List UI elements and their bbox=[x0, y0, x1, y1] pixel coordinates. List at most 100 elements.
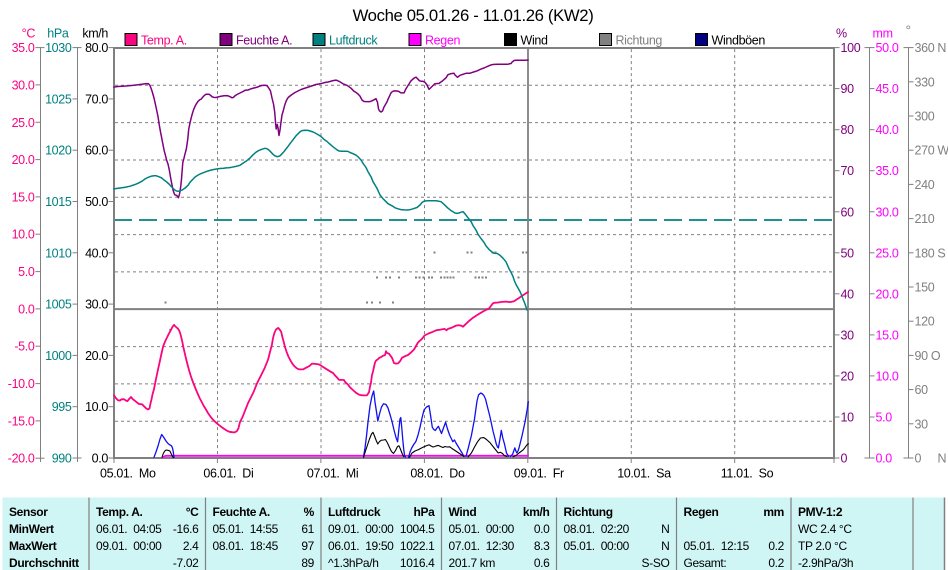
svg-text:10.01. Sa: 10.01. Sa bbox=[617, 467, 671, 481]
svg-text:-7.02: -7.02 bbox=[173, 556, 199, 570]
svg-text:40.0: 40.0 bbox=[85, 246, 108, 260]
svg-text:°C: °C bbox=[22, 27, 36, 41]
svg-text:201.7 km: 201.7 km bbox=[449, 556, 496, 570]
svg-text:0: 0 bbox=[841, 452, 848, 466]
svg-text:09.01. 00:00: 09.01. 00:00 bbox=[96, 539, 162, 553]
svg-text:Wind: Wind bbox=[521, 34, 548, 48]
svg-text:10.0: 10.0 bbox=[12, 228, 35, 242]
svg-text:06.01. Di: 06.01. Di bbox=[203, 467, 253, 481]
svg-text:25.0: 25.0 bbox=[12, 116, 35, 130]
svg-text:20.0: 20.0 bbox=[876, 287, 899, 301]
svg-text:06.01. 19:50: 06.01. 19:50 bbox=[328, 539, 394, 553]
svg-text:60: 60 bbox=[915, 383, 929, 397]
svg-text:05.01. 00:00: 05.01. 00:00 bbox=[564, 539, 630, 553]
svg-text:995: 995 bbox=[52, 400, 72, 414]
svg-text:km/h: km/h bbox=[523, 505, 550, 519]
svg-text:70: 70 bbox=[841, 164, 855, 178]
svg-text:Richtung: Richtung bbox=[616, 34, 663, 48]
svg-text:40.0: 40.0 bbox=[876, 123, 899, 137]
svg-text:^1.3hPa/h: ^1.3hPa/h bbox=[328, 556, 379, 570]
svg-text:Temp. A.: Temp. A. bbox=[141, 34, 187, 48]
svg-text:1022.1: 1022.1 bbox=[400, 539, 435, 553]
svg-text:0: 0 bbox=[915, 452, 922, 466]
svg-text:30: 30 bbox=[915, 417, 929, 431]
svg-text:8.3: 8.3 bbox=[534, 539, 550, 553]
svg-text:80: 80 bbox=[841, 123, 855, 137]
svg-text:90 O: 90 O bbox=[915, 349, 941, 363]
svg-text:Regen: Regen bbox=[425, 34, 460, 48]
svg-text:N: N bbox=[661, 522, 669, 536]
svg-text:70.0: 70.0 bbox=[85, 92, 108, 106]
svg-text:0.6: 0.6 bbox=[534, 556, 550, 570]
svg-text:0.0: 0.0 bbox=[18, 302, 35, 316]
svg-text:mm: mm bbox=[763, 505, 784, 519]
svg-text:80.0: 80.0 bbox=[85, 41, 108, 55]
svg-text:20: 20 bbox=[841, 369, 855, 383]
svg-text:Feuchte A.: Feuchte A. bbox=[213, 505, 270, 519]
svg-text:11.01. So: 11.01. So bbox=[721, 467, 774, 481]
svg-text:270 W: 270 W bbox=[915, 144, 948, 158]
svg-text:Windböen: Windböen bbox=[712, 34, 766, 48]
svg-text:0.2: 0.2 bbox=[768, 539, 784, 553]
svg-text:05.01. 14:55: 05.01. 14:55 bbox=[213, 522, 279, 536]
svg-text:MinWert: MinWert bbox=[9, 522, 54, 536]
svg-text:1005: 1005 bbox=[45, 298, 72, 312]
svg-text:%: % bbox=[304, 505, 315, 519]
svg-text:%: % bbox=[836, 27, 847, 41]
svg-text:35.0: 35.0 bbox=[12, 41, 35, 55]
svg-text:1020: 1020 bbox=[45, 144, 72, 158]
svg-text:1004.5: 1004.5 bbox=[400, 522, 435, 536]
svg-text:-10.0: -10.0 bbox=[8, 377, 35, 391]
svg-text:05.01. 12:15: 05.01. 12:15 bbox=[684, 539, 750, 553]
svg-text:60: 60 bbox=[841, 205, 855, 219]
svg-text:°C: °C bbox=[186, 505, 199, 519]
svg-text:0.0: 0.0 bbox=[92, 452, 109, 466]
svg-text:30.0: 30.0 bbox=[876, 205, 899, 219]
svg-text:Richtung: Richtung bbox=[564, 505, 613, 519]
svg-text:-16.6: -16.6 bbox=[173, 522, 199, 536]
svg-text:100: 100 bbox=[841, 41, 861, 55]
svg-text:Gesamt:: Gesamt: bbox=[684, 556, 727, 570]
svg-text:60.0: 60.0 bbox=[85, 144, 108, 158]
svg-text:1016.4: 1016.4 bbox=[400, 556, 435, 570]
svg-text:120: 120 bbox=[915, 315, 935, 329]
svg-text:0.0: 0.0 bbox=[534, 522, 550, 536]
svg-text:30: 30 bbox=[841, 328, 855, 342]
svg-text:06.01. 04:05: 06.01. 04:05 bbox=[96, 522, 162, 536]
svg-text:TP 2.0 °C: TP 2.0 °C bbox=[798, 539, 847, 553]
svg-text:Luftdruck: Luftdruck bbox=[328, 505, 381, 519]
svg-text:5.0: 5.0 bbox=[876, 411, 893, 425]
svg-text:-20.0: -20.0 bbox=[8, 452, 35, 466]
svg-text:mm: mm bbox=[873, 27, 893, 41]
svg-text:30.0: 30.0 bbox=[12, 78, 35, 92]
svg-text:20.0: 20.0 bbox=[12, 153, 35, 167]
svg-text:09.01. 00:00: 09.01. 00:00 bbox=[328, 522, 394, 536]
svg-text:15.0: 15.0 bbox=[12, 190, 35, 204]
svg-text:-2.9hPa/3h: -2.9hPa/3h bbox=[798, 556, 853, 570]
svg-text:05.01. 00:00: 05.01. 00:00 bbox=[449, 522, 515, 536]
svg-text:°: ° bbox=[906, 22, 911, 38]
svg-text:1030: 1030 bbox=[45, 41, 72, 55]
svg-text:360 N: 360 N bbox=[915, 41, 947, 55]
svg-text:hPa: hPa bbox=[414, 505, 436, 519]
svg-text:N: N bbox=[661, 539, 669, 553]
svg-text:N: N bbox=[938, 452, 947, 466]
svg-text:Sensor: Sensor bbox=[9, 505, 48, 519]
svg-text:10: 10 bbox=[841, 411, 855, 425]
svg-text:210: 210 bbox=[915, 212, 935, 226]
svg-text:S-SO: S-SO bbox=[642, 556, 670, 570]
svg-text:90: 90 bbox=[841, 82, 855, 96]
svg-text:hPa: hPa bbox=[47, 27, 69, 41]
svg-text:-15.0: -15.0 bbox=[8, 414, 35, 428]
svg-text:Woche 05.01.26 - 11.01.26 (KW2: Woche 05.01.26 - 11.01.26 (KW2) bbox=[353, 6, 594, 25]
svg-text:89: 89 bbox=[301, 556, 314, 570]
svg-text:15.0: 15.0 bbox=[876, 328, 899, 342]
svg-text:km/h: km/h bbox=[82, 27, 108, 41]
svg-text:35.0: 35.0 bbox=[876, 164, 899, 178]
svg-text:0.0: 0.0 bbox=[876, 452, 893, 466]
svg-text:Durchschnitt: Durchschnitt bbox=[9, 556, 79, 570]
svg-text:07.01. Mi: 07.01. Mi bbox=[307, 467, 358, 481]
svg-text:10.0: 10.0 bbox=[876, 369, 899, 383]
svg-text:150: 150 bbox=[915, 281, 935, 295]
svg-text:Feuchte A.: Feuchte A. bbox=[236, 34, 292, 48]
